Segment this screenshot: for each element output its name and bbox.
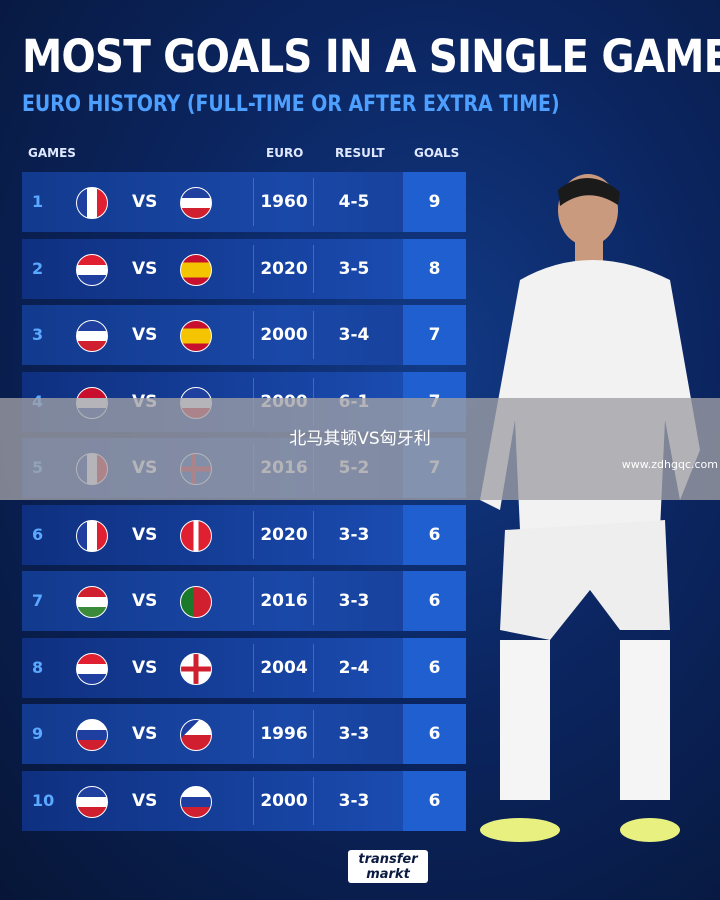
divider <box>313 643 314 692</box>
home-flag-icon <box>76 253 108 286</box>
overlay-caption: 北马其顿VS匈牙利 <box>289 429 431 449</box>
rank: 9 <box>32 724 44 743</box>
table-row: 6 VS 2020 3-3 6 <box>22 504 466 565</box>
goals: 6 <box>403 571 466 631</box>
transfermarkt-logo: transfer markt <box>348 850 428 883</box>
euro-year: 1996 <box>260 724 308 744</box>
vs-label: VS <box>132 325 158 345</box>
header-goals: GOALS <box>414 146 460 160</box>
away-flag-icon <box>180 586 212 618</box>
result: 3-3 <box>338 790 370 811</box>
rank: 6 <box>32 524 44 544</box>
vs-label: VS <box>132 591 158 611</box>
player-image <box>480 174 700 842</box>
table-row: 10 VS 2000 3-3 6 <box>22 770 466 831</box>
rank: 1 <box>32 192 44 211</box>
goals: 6 <box>403 770 466 831</box>
divider <box>253 577 254 625</box>
divider <box>313 244 314 293</box>
home-flag-icon <box>76 187 108 219</box>
divider <box>253 510 254 559</box>
goals: 7 <box>403 305 466 365</box>
vs-label: VS <box>132 258 158 279</box>
home-flag-icon <box>76 320 108 352</box>
table-row: 3 VS 2000 3-4 7 <box>22 305 466 365</box>
result: 3-5 <box>338 258 370 279</box>
divider <box>313 178 314 226</box>
away-flag-icon <box>180 519 212 552</box>
vs-label: VS <box>132 192 158 212</box>
goals: 6 <box>403 704 466 764</box>
vs-label: VS <box>132 790 158 811</box>
divider <box>253 776 254 825</box>
table-row: 9 VS 1996 3-3 6 <box>22 704 466 764</box>
table-row: 8 VS 2004 2-4 6 <box>22 637 466 698</box>
header-result: RESULT <box>335 146 385 160</box>
result: 3-3 <box>338 724 370 744</box>
divider <box>313 311 314 359</box>
away-flag-icon <box>180 652 212 685</box>
euro-year: 2004 <box>260 657 308 678</box>
goals: 6 <box>403 637 466 698</box>
divider <box>253 311 254 359</box>
euro-year: 2020 <box>260 524 308 545</box>
watermark: www.zdhgqc.com <box>621 458 718 471</box>
vs-label: VS <box>132 724 158 744</box>
rank: 3 <box>32 325 44 344</box>
table-row: 2 VS 2020 3-5 8 <box>22 238 466 299</box>
rank: 2 <box>32 258 44 278</box>
logo-line1: transfer <box>358 852 418 867</box>
euro-year: 2020 <box>260 258 308 279</box>
euro-year: 2016 <box>260 591 308 611</box>
divider <box>313 710 314 758</box>
divider <box>253 710 254 758</box>
home-flag-icon <box>76 652 108 685</box>
result: 3-4 <box>338 325 370 345</box>
home-flag-icon <box>76 519 108 552</box>
away-flag-icon <box>180 187 212 219</box>
result: 4-5 <box>338 192 370 212</box>
header-games: GAMES <box>28 146 76 160</box>
divider <box>313 510 314 559</box>
table-row: 7 VS 2016 3-3 6 <box>22 571 466 631</box>
result: 3-3 <box>338 524 370 545</box>
divider <box>313 577 314 625</box>
divider <box>253 178 254 226</box>
page-title: MOST GOALS IN A SINGLE GAME <box>22 30 720 83</box>
away-flag-icon <box>180 253 212 286</box>
home-flag-icon <box>76 586 108 618</box>
rank: 10 <box>32 790 55 810</box>
away-flag-icon <box>180 719 212 751</box>
divider <box>313 776 314 825</box>
home-flag-icon <box>76 719 108 751</box>
result: 2-4 <box>338 657 370 678</box>
away-flag-icon <box>180 320 212 352</box>
table-row: 1 VS 1960 4-5 9 <box>22 172 466 232</box>
goals: 6 <box>403 504 466 565</box>
vs-label: VS <box>132 657 158 678</box>
caption-overlay <box>0 398 720 500</box>
rank: 7 <box>32 591 44 610</box>
goals: 8 <box>403 238 466 299</box>
divider <box>253 643 254 692</box>
euro-year: 2000 <box>260 325 308 345</box>
goals: 9 <box>403 172 466 232</box>
divider <box>253 244 254 293</box>
result: 3-3 <box>338 591 370 611</box>
vs-label: VS <box>132 524 158 545</box>
home-flag-icon <box>76 785 108 818</box>
logo-line2: markt <box>366 867 410 882</box>
page-subtitle: EURO HISTORY (FULL-TIME OR AFTER EXTRA T… <box>22 92 560 117</box>
header-euro: EURO <box>266 146 304 160</box>
euro-year: 1960 <box>260 192 308 212</box>
euro-year: 2000 <box>260 790 308 811</box>
away-flag-icon <box>180 785 212 818</box>
rank: 8 <box>32 657 44 677</box>
